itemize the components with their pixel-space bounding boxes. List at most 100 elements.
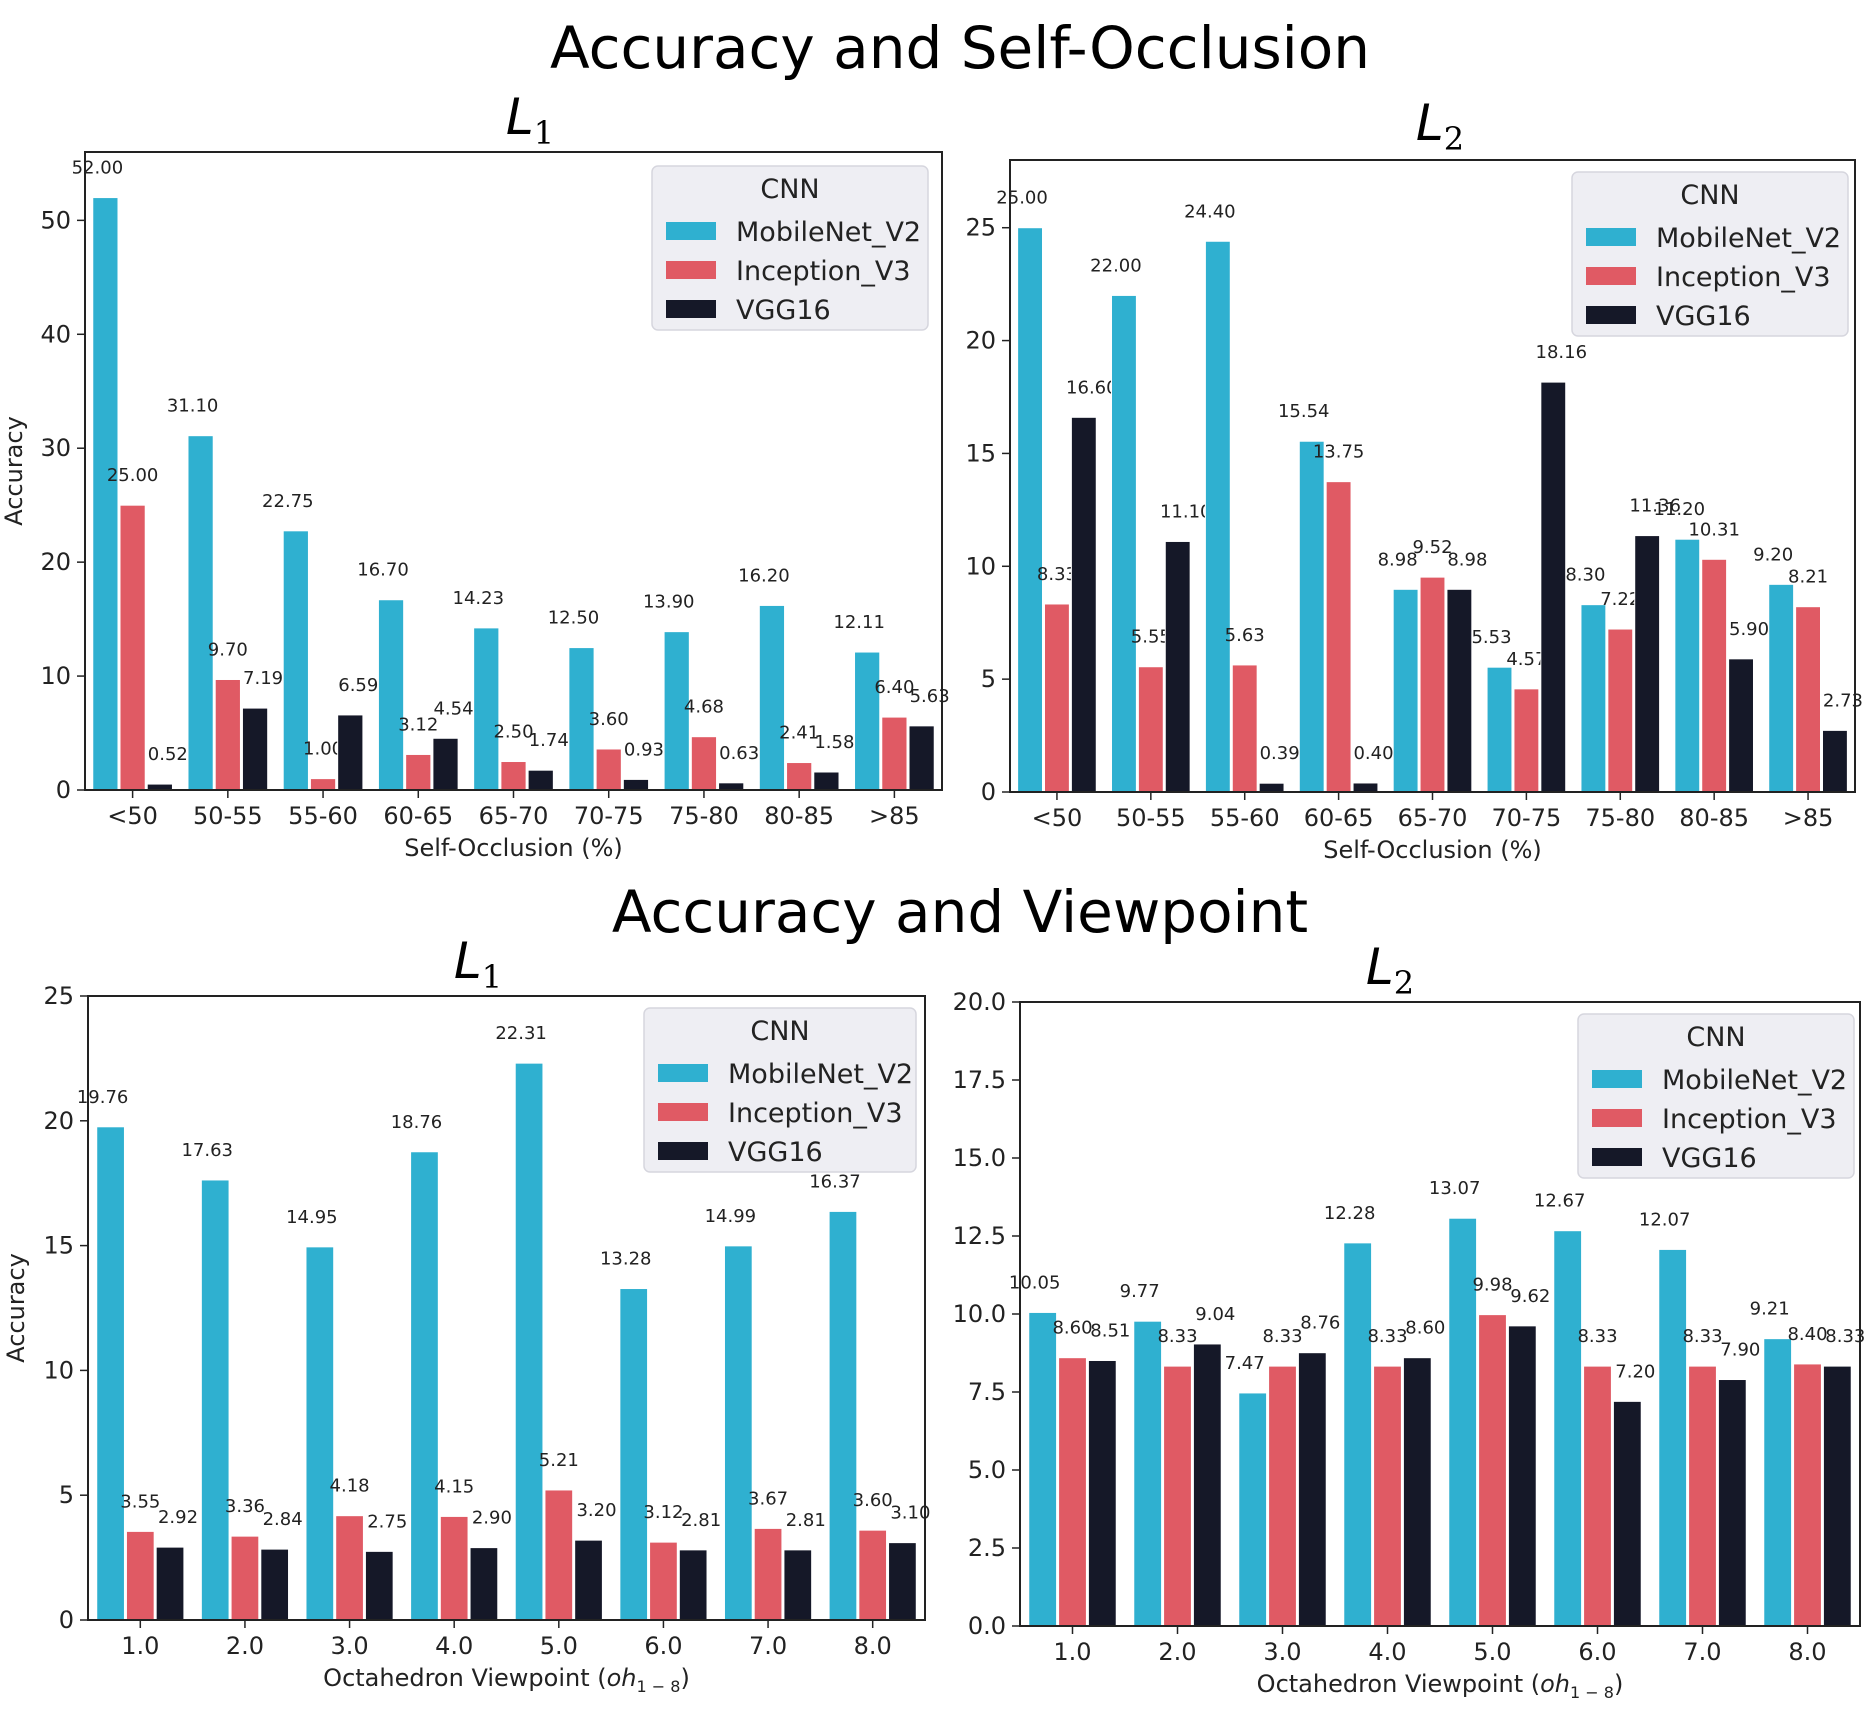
legend-box <box>1571 171 1849 337</box>
bar-vgg16 <box>888 1542 917 1621</box>
bar-vgg16 <box>1822 1365 1852 1627</box>
bar-vgg16 <box>1164 540 1191 793</box>
data-label: 9.20 <box>1753 544 1793 565</box>
bar-inception-v3 <box>595 748 622 791</box>
x-tick-label: 55-60 <box>1210 804 1280 832</box>
x-tick-label: 50-55 <box>1116 804 1186 832</box>
chart-self-occlusion-l2: L2 0 5 10 15 20 25 <50 25.00 8.33 16.60 50-55 22.00 5… <box>965 94 1863 864</box>
section-title-viewpoint: Accuracy and Viewpoint <box>611 878 1309 946</box>
bar-mobilenet-v2 <box>282 530 309 791</box>
bar-vgg16 <box>1634 535 1661 793</box>
x-tick-label: 6.0 <box>1578 1638 1616 1666</box>
bar-mobilenet-v2 <box>96 1126 125 1621</box>
data-label: 9.52 <box>1412 537 1452 558</box>
bar-inception-v3 <box>230 1535 260 1621</box>
bar-mobilenet-v2 <box>1111 294 1137 793</box>
y-tick-label: 30 <box>40 434 71 462</box>
legend-swatch-inception-v3 <box>666 261 716 279</box>
section-title-self-occlusion: Accuracy and Self-Occlusion <box>549 14 1371 82</box>
x-tick-label: 7.0 <box>749 1632 787 1660</box>
chart-subtitle: L2 <box>1366 938 1414 1002</box>
bar-vgg16 <box>813 771 840 791</box>
bar-inception-v3 <box>690 736 718 791</box>
data-label: 8.33 <box>1825 1326 1865 1347</box>
x-tick-label: 60-65 <box>1304 804 1374 832</box>
data-label: 14.99 <box>705 1206 757 1227</box>
data-label: 7.47 <box>1225 1353 1265 1374</box>
data-label: 8.51 <box>1090 1320 1130 1341</box>
bar-inception-v3 <box>786 762 813 791</box>
data-label: 9.98 <box>1472 1275 1512 1296</box>
data-label: 8.33 <box>1367 1326 1407 1347</box>
bar-mobilenet-v2 <box>1674 538 1701 793</box>
bar-vgg16 <box>908 725 935 791</box>
x-tick-label: 50-55 <box>193 802 263 830</box>
x-tick-label: 6.0 <box>644 1632 682 1660</box>
data-label: 3.36 <box>225 1496 265 1517</box>
data-label: 22.31 <box>495 1023 547 1044</box>
legend-swatch-vgg16 <box>1586 306 1636 324</box>
bar-inception-v3 <box>649 1541 678 1621</box>
bar-mobilenet-v2 <box>1343 1242 1373 1627</box>
data-label: 13.07 <box>1429 1178 1481 1199</box>
chart-subtitle: L2 <box>1416 94 1464 158</box>
data-label: 12.28 <box>1324 1203 1376 1224</box>
bar-inception-v3 <box>1607 628 1634 793</box>
data-label: 2.81 <box>786 1510 826 1531</box>
bar-vgg16 <box>1352 782 1379 793</box>
x-tick-label: 8.0 <box>854 1632 892 1660</box>
x-tick-label: 80-85 <box>764 802 834 830</box>
bar-mobilenet-v2 <box>1763 1338 1793 1627</box>
data-label: 11.36 <box>1629 496 1681 517</box>
bar-mobilenet-v2 <box>1392 588 1419 793</box>
bar-vgg16 <box>678 1549 708 1621</box>
x-tick-label: 75-80 <box>1585 804 1655 832</box>
bar-inception-v3 <box>119 504 146 791</box>
data-label: 18.76 <box>391 1112 443 1133</box>
bar-mobilenet-v2 <box>663 631 690 791</box>
bar-mobilenet-v2 <box>1768 583 1795 793</box>
y-tick-label: 10 <box>965 552 996 580</box>
bar-inception-v3 <box>1373 1365 1402 1627</box>
data-label: 8.33 <box>1157 1326 1197 1347</box>
bar-vgg16 <box>432 737 459 791</box>
data-label: 4.18 <box>330 1476 370 1497</box>
data-label: 25.00 <box>107 465 159 486</box>
bar-mobilenet-v2 <box>568 647 595 791</box>
data-label: 8.40 <box>1787 1324 1827 1345</box>
data-label: 3.10 <box>890 1503 930 1524</box>
bar-vgg16 <box>241 707 269 791</box>
bar-mobilenet-v2 <box>187 435 214 791</box>
data-label: 18.16 <box>1536 342 1588 363</box>
data-label: 2.90 <box>472 1508 512 1529</box>
data-label: 13.75 <box>1313 442 1365 463</box>
bar-vgg16 <box>1402 1357 1432 1627</box>
plot-frame <box>87 995 926 1621</box>
bar-mobilenet-v2 <box>200 1179 230 1621</box>
data-label: 8.98 <box>1447 549 1487 570</box>
bar-vgg16 <box>527 769 554 791</box>
chart-self-occlusion-l1: L1 0 10 20 30 40 50 Accuracy <50 52.00 25.00 0.52 50… <box>0 88 950 862</box>
legend-entry: Inception_V3 <box>1662 1104 1837 1135</box>
x-axis-label: Self-Occlusion (%) <box>404 834 623 862</box>
data-label: 12.11 <box>833 612 885 633</box>
legend-title: CNN <box>760 174 819 205</box>
bar-vgg16 <box>1087 1359 1117 1627</box>
data-label: 2.84 <box>263 1509 303 1530</box>
data-label: 22.00 <box>1090 255 1142 276</box>
bar-vgg16 <box>1070 416 1097 793</box>
bar-mobilenet-v2 <box>377 599 405 791</box>
y-tick-label: 25 <box>43 982 74 1010</box>
data-label: 9.77 <box>1120 1281 1160 1302</box>
data-label: 8.98 <box>1378 549 1418 570</box>
bar-inception-v3 <box>125 1530 155 1621</box>
x-tick-label: 4.0 <box>435 1632 473 1660</box>
y-tick-label: 5 <box>981 665 996 693</box>
data-label: 8.76 <box>1300 1313 1340 1334</box>
data-label: 10.31 <box>1688 519 1740 540</box>
y-tick-label: 40 <box>40 320 71 348</box>
data-label: 8.33 <box>1577 1326 1617 1347</box>
y-tick-label: 20 <box>43 1107 74 1135</box>
data-label: 5.21 <box>539 1450 579 1471</box>
bar-vgg16 <box>574 1539 603 1621</box>
